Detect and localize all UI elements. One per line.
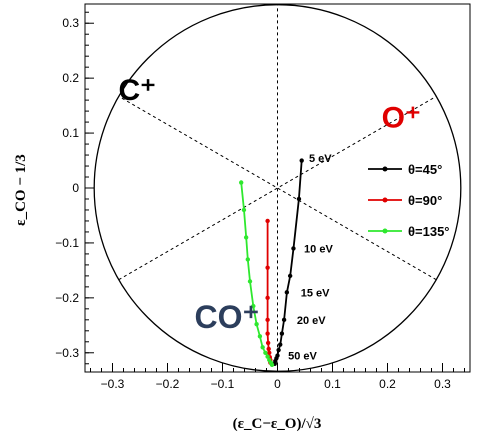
- data-point: [263, 350, 268, 355]
- legend-label: θ=135°: [408, 224, 450, 239]
- data-point: [265, 340, 271, 346]
- energy-label: 50 eV: [288, 351, 317, 363]
- boundary-and-dividers: [93, 4, 462, 372]
- data-point: [266, 346, 271, 352]
- data-point: [265, 218, 270, 224]
- x-tick-label: −0.1: [211, 377, 235, 391]
- x-tick-label: 0: [274, 377, 281, 391]
- data-point: [254, 322, 259, 327]
- region-label: CO⁺: [194, 299, 259, 335]
- data-point: [279, 331, 285, 336]
- data-point: [241, 207, 247, 213]
- y-tick-label: 0.2: [62, 71, 79, 85]
- energy-annotations: 5 eV 10 eV 15 eV 20 eV 50 eV: [288, 153, 333, 363]
- region-label: O⁺: [382, 102, 421, 135]
- legend-item-2: θ=135°: [368, 224, 450, 239]
- data-point: [260, 345, 265, 350]
- energy-label: 5 eV: [309, 153, 332, 165]
- data-point: [267, 350, 272, 355]
- region-label: C⁺: [119, 74, 157, 107]
- data-point: [276, 347, 281, 353]
- data-point: [296, 196, 302, 202]
- data-point: [265, 295, 270, 301]
- data-point: [299, 158, 304, 163]
- x-tick-label: 0.2: [379, 377, 396, 391]
- data-point: [257, 334, 263, 339]
- series-layer: [239, 158, 304, 368]
- data-point: [291, 246, 296, 251]
- energy-label: 20 eV: [297, 315, 326, 327]
- legend-swatch-marker: [382, 228, 388, 234]
- data-point: [245, 257, 250, 262]
- x-tick-label: −0.3: [101, 377, 125, 391]
- y-tick-label: −0.3: [55, 346, 79, 360]
- region-labels: C⁺ O⁺ CO⁺: [119, 74, 421, 335]
- data-point: [265, 265, 270, 270]
- data-point: [247, 279, 253, 284]
- legend-label: θ=90°: [408, 193, 442, 208]
- series-0: [272, 158, 304, 366]
- data-point: [265, 331, 270, 336]
- series-2: [239, 180, 275, 368]
- legend-swatch-marker: [382, 166, 388, 172]
- legend-label: θ=45°: [408, 162, 442, 177]
- y-tick-label: 0.1: [62, 126, 79, 140]
- x-tick-label: 0.3: [434, 377, 451, 391]
- data-point: [265, 354, 270, 359]
- series-line: [273, 160, 303, 364]
- y-tick-label: 0: [72, 181, 79, 195]
- legend-swatch-marker: [382, 197, 388, 203]
- energy-label: 15 eV: [301, 287, 330, 299]
- data-point: [265, 317, 270, 323]
- data-point: [281, 317, 287, 323]
- y-tick-label: −0.1: [55, 236, 79, 250]
- data-point: [251, 303, 256, 309]
- data-point: [243, 235, 249, 240]
- divider-line-1: [118, 95, 437, 281]
- data-point: [239, 180, 244, 185]
- data-point: [269, 362, 275, 368]
- legend-item-0: θ=45°: [368, 162, 442, 177]
- energy-label: 10 eV: [304, 243, 333, 255]
- x-axis-title: (ε_C−ε_O)/√3: [233, 416, 322, 432]
- y-axis-title: ε_CO − 1/3: [13, 154, 29, 226]
- data-point: [287, 273, 293, 279]
- x-tick-label: −0.2: [156, 377, 180, 391]
- y-tick-label: 0.3: [62, 16, 79, 30]
- divider-line-2: [118, 95, 437, 281]
- data-point: [278, 342, 283, 347]
- x-tick-label: 0.1: [324, 377, 341, 391]
- data-point: [284, 290, 290, 295]
- legend: θ=45° θ=90° θ=135°: [368, 162, 450, 239]
- legend-item-1: θ=90°: [368, 193, 442, 208]
- series-1: [265, 218, 273, 365]
- axis-ticks: −0.3 −0.2 −0.1 0 0.1 0.2 0.3 −0.3 −0.2 −0.1 0 0.1 0.…: [55, 11, 465, 391]
- y-tick-label: −0.2: [55, 291, 79, 305]
